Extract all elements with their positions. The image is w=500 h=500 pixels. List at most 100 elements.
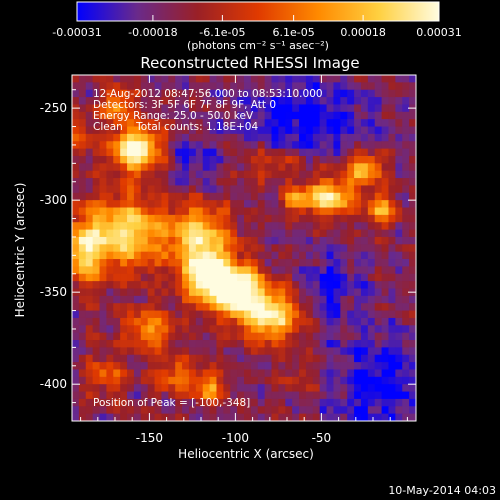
heatmap-cell: [195, 288, 204, 297]
heatmap-cell: [244, 332, 252, 341]
heatmap-cell: [312, 347, 321, 356]
heatmap-cell: [161, 222, 169, 231]
heatmap-cell: [120, 354, 128, 363]
heatmap-cell: [85, 251, 94, 260]
heatmap-cell: [388, 266, 396, 275]
heatmap-cell: [99, 310, 107, 319]
heatmap-cell: [202, 178, 211, 187]
heatmap-cell: [230, 244, 238, 253]
heatmap-cell: [402, 185, 410, 194]
heatmap-cell: [140, 185, 149, 194]
heatmap-cell: [374, 259, 383, 267]
heatmap-cell: [416, 230, 423, 238]
heatmap-cell: [264, 266, 273, 275]
heatmap-cell: [216, 141, 224, 150]
heatmap-cell: [209, 295, 218, 304]
heatmap-cell: [72, 126, 80, 135]
heatmap-cell: [175, 273, 183, 282]
heatmap-cell: [92, 133, 101, 142]
heatmap-cell: [326, 369, 335, 378]
heatmap-cell: [319, 362, 328, 371]
heatmap-cell: [147, 406, 156, 415]
heatmap-cell: [285, 295, 293, 304]
heatmap-cell: [168, 406, 176, 415]
heatmap-cell: [381, 413, 390, 421]
heatmap-cell: [99, 317, 107, 326]
heatmap-cell: [161, 317, 169, 326]
heatmap-cell: [409, 141, 416, 150]
heatmap-cell: [292, 126, 300, 135]
peak-position-label: Position of Peak = [-100,-348]: [93, 397, 250, 409]
heatmap-cell: [285, 163, 293, 172]
heatmap-cell: [140, 200, 149, 209]
heatmap-cell: [188, 398, 197, 407]
heatmap-cell: [147, 413, 156, 421]
heatmap-cell: [319, 391, 328, 400]
heatmap-cell: [312, 273, 321, 282]
heatmap-cell: [360, 325, 369, 334]
heatmap-cell: [127, 111, 135, 120]
heatmap-cell: [140, 111, 149, 120]
heatmap-cell: [360, 391, 369, 400]
heatmap-cell: [140, 236, 149, 245]
heatmap-cell: [195, 347, 204, 356]
heatmap-cell: [223, 347, 231, 356]
heatmap-cell: [416, 185, 423, 193]
heatmap-cell: [409, 384, 416, 393]
heatmap-cell: [120, 75, 128, 83]
heatmap-cell: [113, 266, 121, 275]
heatmap-cell: [360, 126, 369, 135]
heatmap-cell: [209, 332, 218, 341]
heatmap-cell: [72, 303, 80, 312]
heatmap-cell: [402, 82, 410, 91]
heatmap-cell: [106, 347, 114, 356]
heatmap-cell: [202, 119, 211, 128]
heatmap-cell: [326, 391, 335, 400]
heatmap-cell: [402, 273, 410, 282]
heatmap-cell: [388, 104, 396, 113]
heatmap-cell: [374, 340, 383, 348]
heatmap-cell: [223, 273, 231, 282]
heatmap-cell: [395, 214, 403, 223]
heatmap-cell: [216, 229, 224, 238]
heatmap-cell: [333, 310, 341, 319]
heatmap-cell: [374, 97, 383, 106]
heatmap-cell: [305, 325, 314, 334]
heatmap-cell: [257, 391, 266, 400]
heatmap-cell: [154, 347, 163, 356]
heatmap-cell: [154, 178, 163, 187]
heatmap-cell: [416, 156, 423, 164]
heatmap-cell: [333, 82, 341, 91]
heatmap-cell: [333, 133, 341, 142]
heatmap-cell: [127, 273, 135, 282]
heatmap-cell: [195, 376, 204, 385]
heatmap-cell: [333, 340, 341, 348]
heatmap-cell: [85, 376, 94, 385]
heatmap-cell: [216, 97, 224, 106]
heatmap-cell: [195, 82, 204, 91]
heatmap-cell: [285, 178, 293, 187]
heatmap-cell: [140, 273, 149, 282]
heatmap-cell: [202, 192, 211, 201]
heatmap-cell: [409, 421, 416, 429]
heatmap-cell: [147, 133, 156, 142]
heatmap-cell: [333, 259, 341, 267]
heatmap-cell: [340, 295, 348, 304]
heatmap-cell: [402, 362, 410, 371]
heatmap-cell: [120, 251, 128, 260]
heatmap-cell: [250, 170, 259, 179]
heatmap-cell: [113, 126, 121, 135]
heatmap-cell: [388, 126, 396, 135]
heatmap-cell: [333, 119, 341, 128]
heatmap-cell: [257, 347, 266, 356]
heatmap-cell: [209, 303, 218, 312]
heatmap-cell: [85, 126, 94, 135]
heatmap-cell: [99, 303, 107, 312]
heatmap-cell: [257, 222, 266, 231]
heatmap-cell: [409, 303, 416, 312]
heatmap-cell: [154, 192, 163, 201]
heatmap-cell: [92, 398, 101, 407]
heatmap-cell: [326, 384, 335, 393]
heatmap-cell: [381, 148, 390, 157]
heatmap-cell: [195, 398, 204, 407]
